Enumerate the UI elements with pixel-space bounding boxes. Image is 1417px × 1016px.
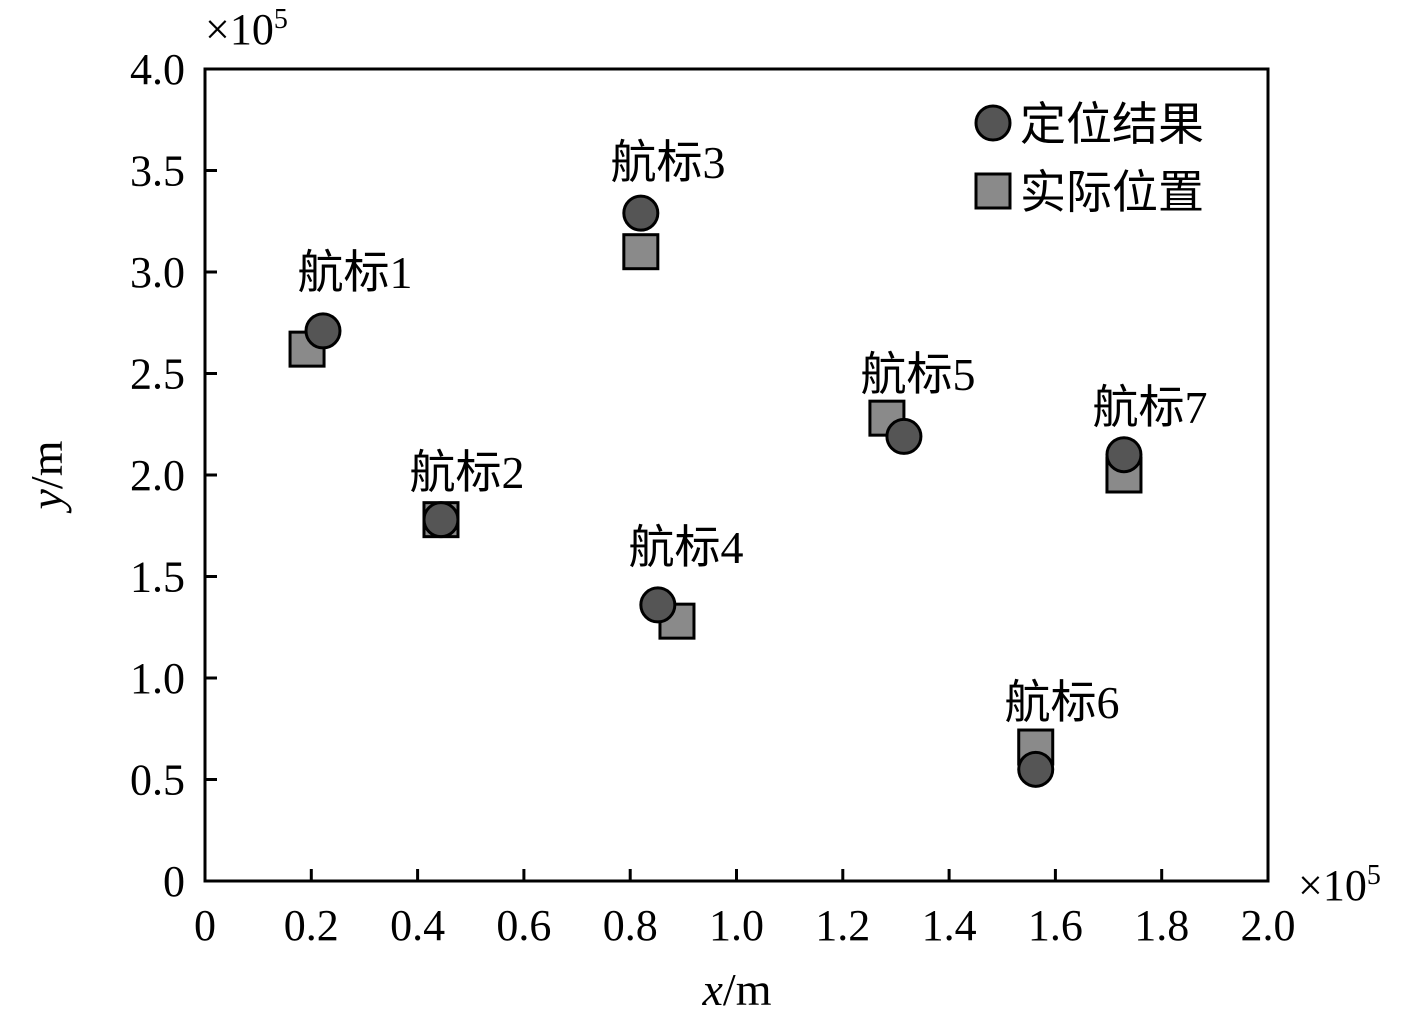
y-tick-label: 1.5 [130,553,185,602]
y-tick-label: 2.0 [130,451,185,500]
x-tick-label: 0.4 [390,901,445,950]
x-tick-label: 2.0 [1241,901,1296,950]
x-tick-label: 1.0 [709,901,764,950]
legend-label: 定位结果 [1020,99,1204,150]
x-tick-label: 1.4 [922,901,977,950]
x-tick-label: 0 [194,901,216,950]
beacon-label: 航标6 [1005,677,1120,728]
beacon-label: 航标5 [861,349,976,400]
x-axis-label: x/m [702,964,772,1015]
x-tick-label: 0.8 [603,901,658,950]
located-point [304,312,342,350]
located-point [1017,750,1055,788]
x-tick-label: 0.2 [284,901,339,950]
located-point [1105,436,1143,474]
x-tick-label: 1.6 [1028,901,1083,950]
located-point [422,501,460,539]
y-tick-label: 0.5 [130,756,185,805]
legend-marker-square [974,172,1012,210]
legend-marker-circle [974,104,1012,142]
y-axis-label: y/m [21,440,72,513]
beacon-label: 航标2 [410,447,525,498]
y-tick-label: 3.5 [130,147,185,196]
located-point [885,417,923,455]
beacon-label: 航标7 [1093,382,1208,433]
y-tick-label: 2.5 [130,350,185,399]
y-tick-label: 0 [163,857,185,906]
x-tick-label: 0.6 [496,901,551,950]
x-multiplier: ×105 [1298,860,1381,910]
beacon-label: 航标1 [298,247,413,298]
located-point [639,586,677,624]
beacon-label: 航标4 [629,522,744,573]
beacon-label: 航标3 [611,137,726,188]
legend-label: 实际位置 [1020,167,1204,218]
located-point [622,194,660,232]
y-tick-label: 3.0 [130,248,185,297]
x-tick-label: 1.8 [1134,901,1189,950]
y-multiplier: ×105 [205,4,288,54]
y-tick-label: 1.0 [130,654,185,703]
actual-point [622,233,660,271]
y-tick-label: 4.0 [130,45,185,94]
x-tick-label: 1.2 [815,901,870,950]
